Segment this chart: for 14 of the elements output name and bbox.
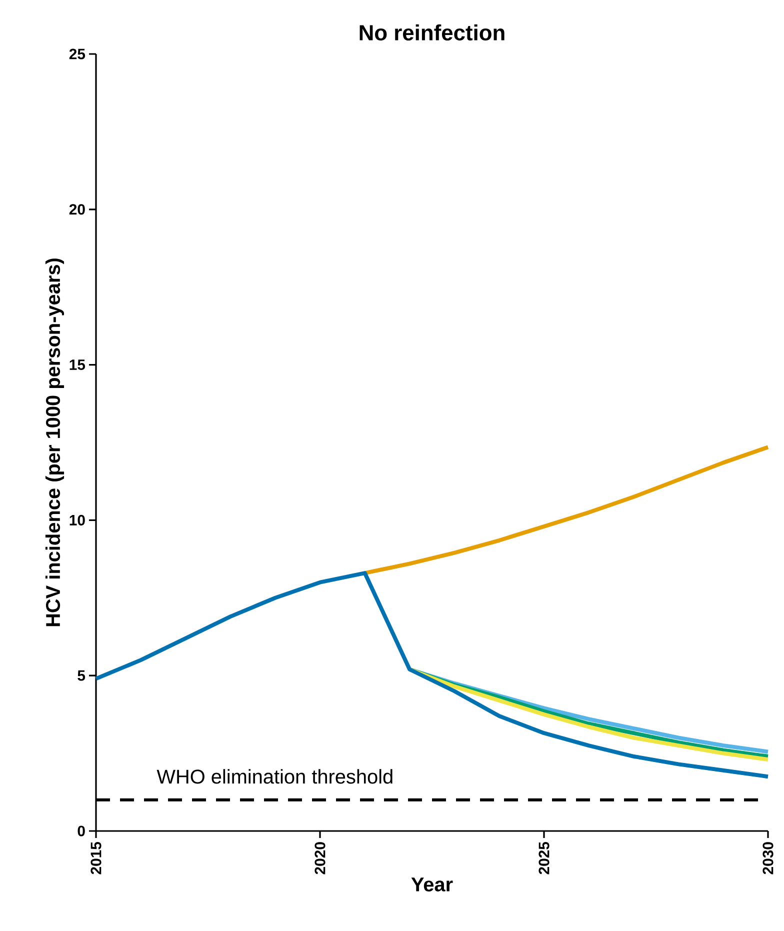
x-tick-label: 2030 xyxy=(762,842,774,874)
x-axis-title: Year xyxy=(411,878,453,892)
x-tick-label: 2025 xyxy=(538,842,550,874)
y-axis-title: HCV incidence (per 1000 person-years) xyxy=(45,258,64,626)
x-tick-label: 2020 xyxy=(314,842,326,874)
y-tick-label: 5 xyxy=(78,670,86,681)
y-tick-label: 20 xyxy=(69,204,85,215)
ref-line-label: WHO elimination threshold xyxy=(156,769,392,784)
y-tick-label: 0 xyxy=(78,826,85,836)
y-tick-label: 10 xyxy=(70,514,85,526)
x-tick-label: 2015 xyxy=(90,842,102,874)
chart-title: No reinfection xyxy=(360,24,504,40)
y-tick-label: 15 xyxy=(70,360,86,370)
y-tick-label: 25 xyxy=(69,48,86,60)
